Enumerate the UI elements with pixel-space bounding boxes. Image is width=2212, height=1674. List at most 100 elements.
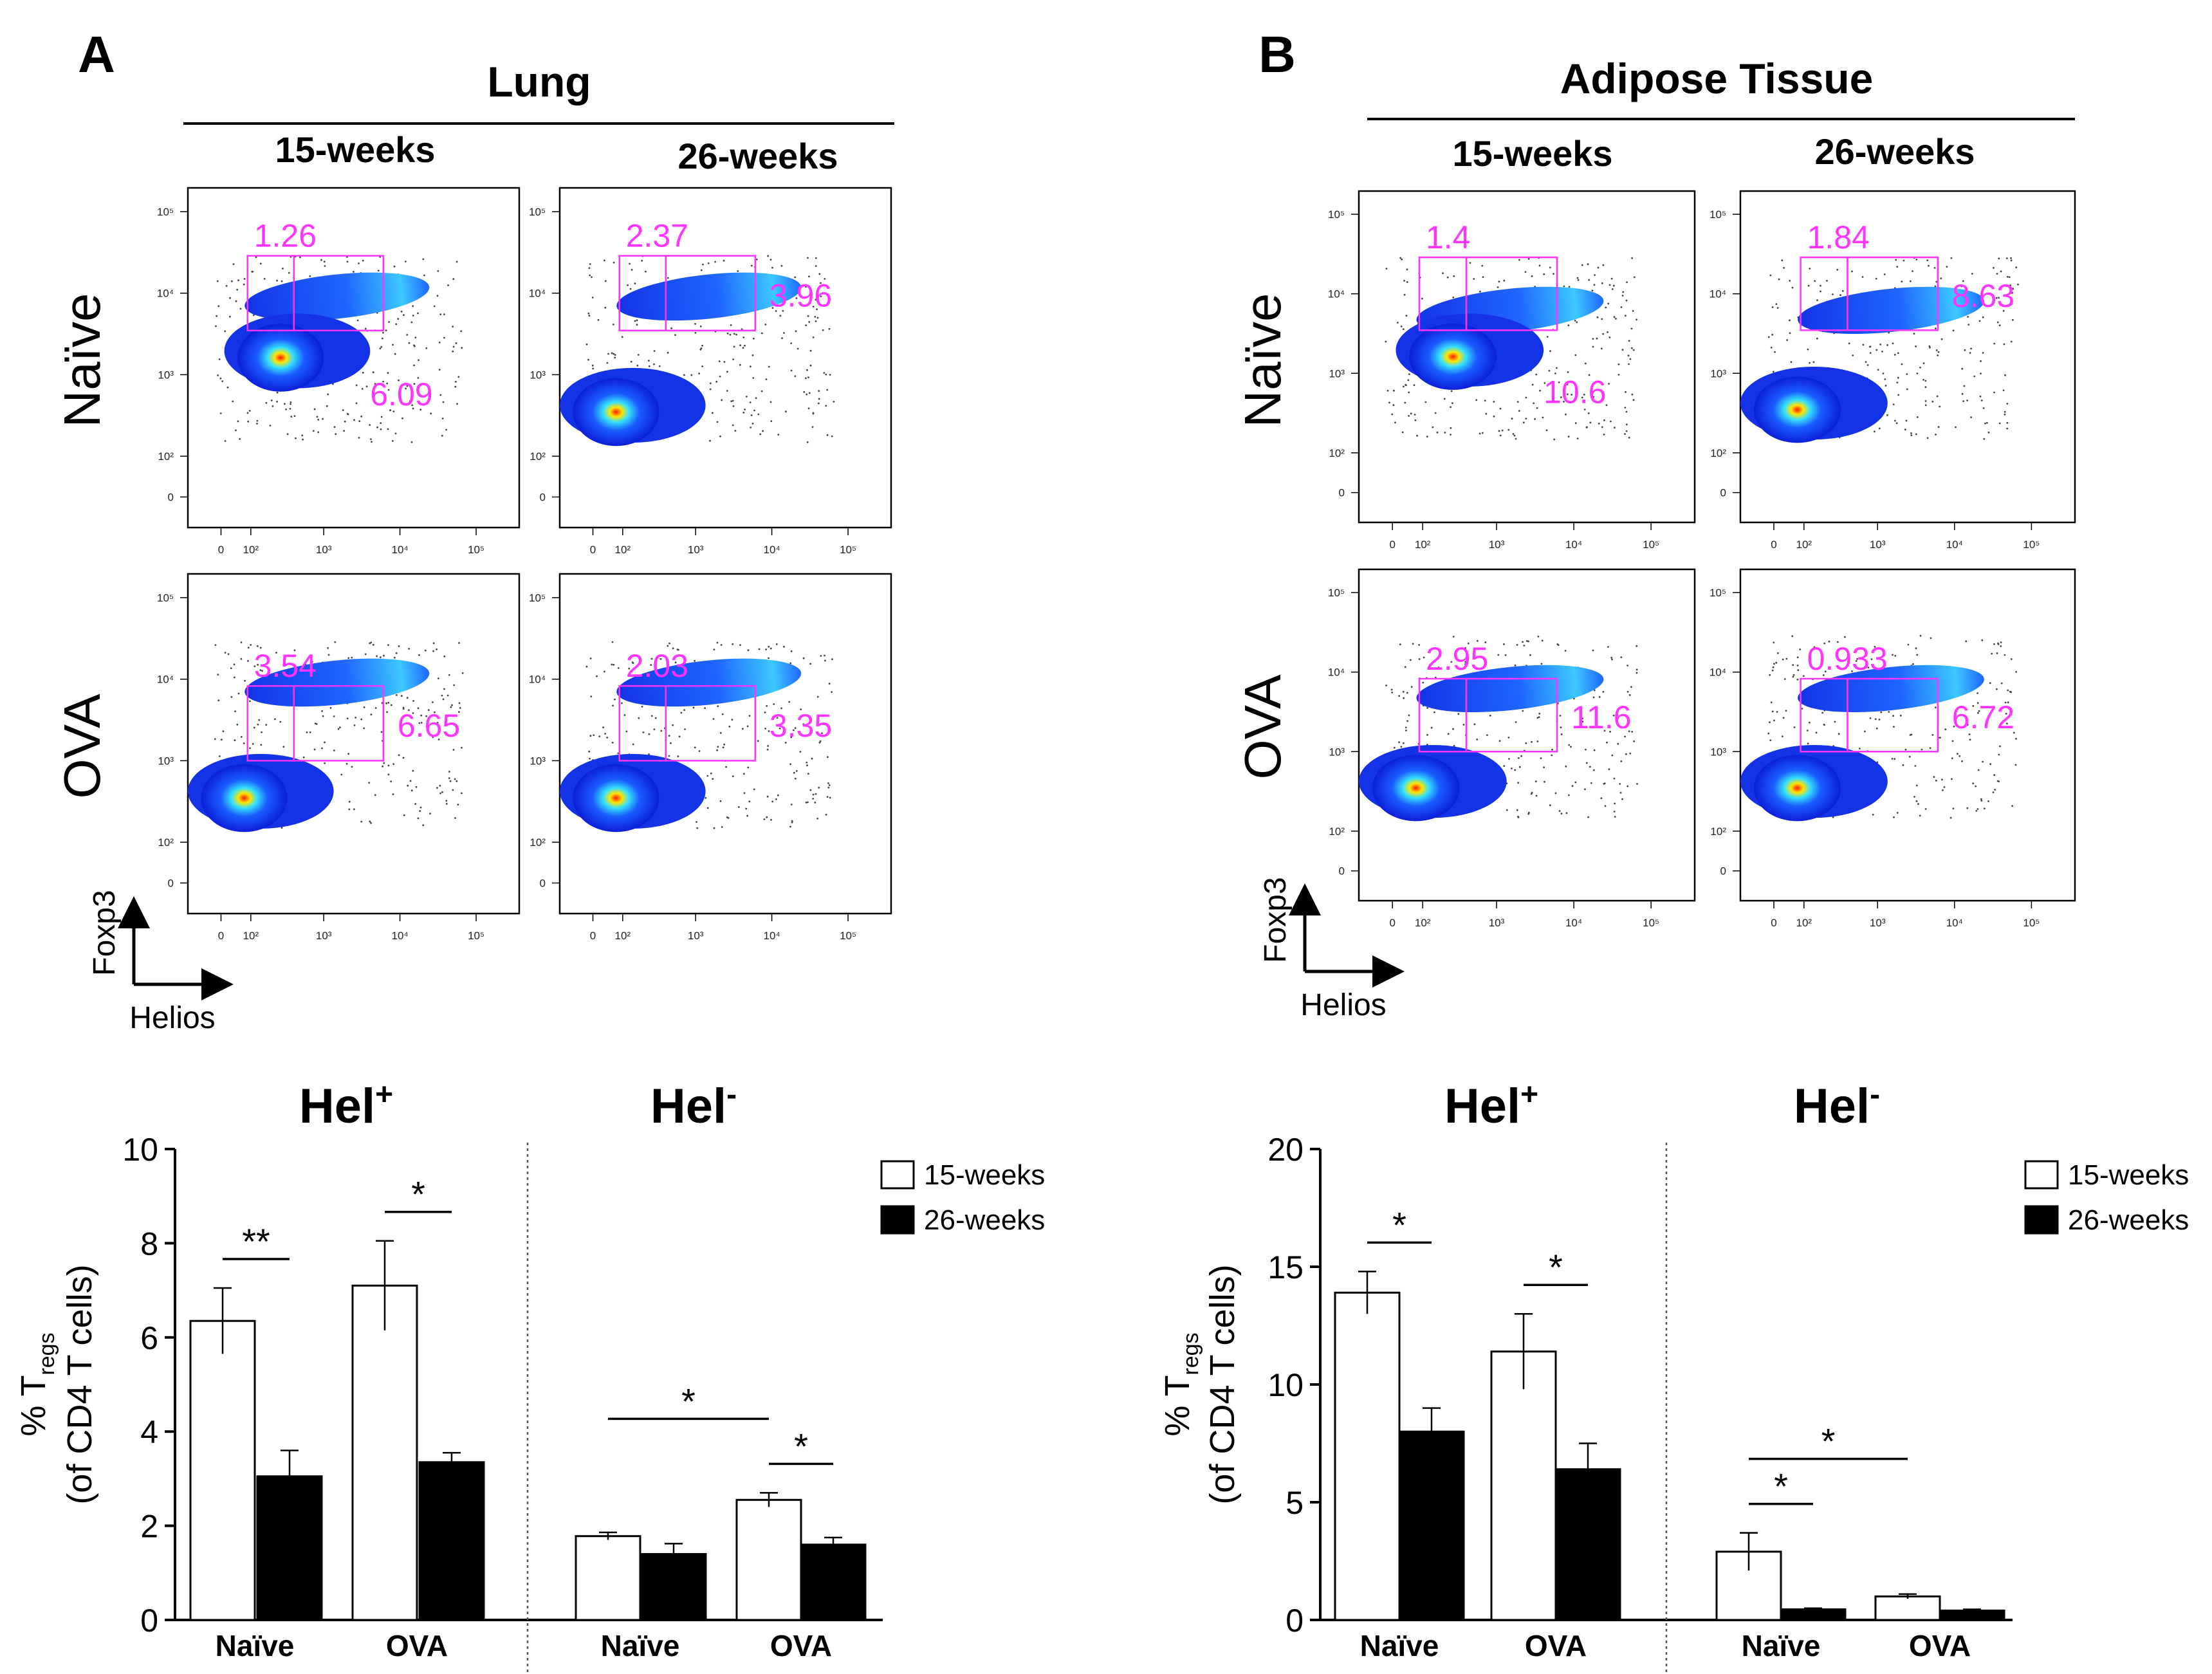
event-dot [1814, 280, 1816, 282]
significance-marker: * [681, 1381, 696, 1421]
event-dot [1626, 423, 1628, 426]
event-dot [447, 284, 449, 286]
event-dot [585, 343, 588, 345]
event-dot [738, 806, 740, 808]
event-dot [811, 757, 813, 760]
event-dot [770, 420, 773, 423]
event-dot [422, 824, 425, 827]
event-dot [276, 279, 278, 282]
event-dot [628, 667, 631, 670]
x-tick-label: 10² [615, 930, 631, 942]
event-dot [348, 808, 351, 811]
gate-helios-positive [1465, 677, 1558, 753]
event-dot [611, 641, 614, 643]
event-dot [2010, 303, 2013, 306]
event-dot [374, 707, 377, 709]
y-tick-label: 4 [140, 1414, 158, 1450]
event-dot [372, 371, 374, 374]
event-dot [452, 345, 455, 348]
y-tick-label: 0 [1720, 865, 1726, 878]
event-dot [1989, 682, 1991, 685]
event-dot [1770, 346, 1773, 349]
event-dot [780, 264, 783, 267]
event-dot [398, 379, 400, 382]
event-dot [1503, 643, 1505, 645]
event-dot [768, 730, 770, 732]
event-dot [790, 342, 793, 344]
event-dot [2004, 701, 2007, 704]
event-dot [1861, 276, 1864, 278]
event-dot [1980, 360, 1982, 362]
event-dot [818, 402, 820, 405]
event-dot [461, 347, 463, 349]
event-dot [441, 434, 443, 437]
gate-neg-percentage: 1.84 [1807, 219, 1870, 255]
event-dot [317, 431, 320, 434]
event-dot [293, 415, 296, 418]
event-dot [710, 772, 712, 775]
event-dot [1408, 415, 1410, 417]
event-dot [1894, 655, 1897, 657]
gate-neg-percentage: 2.03 [626, 648, 688, 684]
event-dot [259, 262, 262, 265]
x-tick-label: 10² [1796, 538, 1812, 551]
event-dot [216, 280, 219, 282]
event-dot [1522, 641, 1524, 643]
event-dot [436, 787, 438, 789]
event-dot [1931, 400, 1934, 403]
event-dot [770, 259, 772, 261]
event-dot [789, 662, 792, 665]
event-dot [750, 414, 753, 416]
y-tick-label: 10⁵ [529, 592, 546, 604]
event-dot [2010, 259, 2013, 262]
event-dot [1399, 643, 1401, 645]
event-dot [261, 731, 263, 733]
event-dot [1536, 407, 1538, 409]
plot-frame [558, 573, 892, 915]
event-dot [260, 744, 263, 746]
event-dot [768, 657, 770, 659]
y-tick-label: 0 [1339, 487, 1345, 499]
event-dot [798, 293, 800, 295]
event-dot [1915, 800, 1918, 802]
event-dot [1403, 293, 1406, 296]
event-dot [1631, 257, 1634, 259]
event-dot [768, 645, 770, 648]
y-axis-label: % Tregs [1158, 1332, 1203, 1436]
event-dot [1567, 371, 1569, 373]
event-dot [355, 384, 358, 387]
event-dot [1986, 421, 1988, 424]
event-dot [225, 285, 228, 287]
event-dot [1525, 418, 1527, 419]
event-dot [1940, 277, 1942, 280]
event-dot [1585, 748, 1587, 751]
event-dot [405, 387, 407, 390]
event-dot [1997, 642, 1999, 645]
event-dot [1426, 733, 1428, 736]
event-dot [286, 433, 289, 436]
event-dot [1770, 701, 1773, 704]
event-dot [1994, 789, 1996, 791]
event-dot [751, 264, 753, 267]
event-dot [355, 402, 358, 405]
event-dot [650, 658, 653, 660]
event-dot [422, 258, 425, 261]
event-dot [750, 427, 752, 428]
event-dot [1452, 296, 1455, 299]
event-dot [1623, 706, 1625, 708]
event-dot [604, 280, 607, 282]
event-dot [1408, 373, 1410, 375]
event-dot [1844, 636, 1846, 638]
event-dot [757, 413, 760, 416]
event-dot [604, 733, 606, 735]
event-dot [826, 389, 829, 391]
event-dot [604, 259, 605, 262]
column-label: 15-weeks [1452, 133, 1612, 174]
column-label: 26-weeks [1814, 131, 1975, 172]
event-dot [764, 324, 767, 326]
event-dot [1998, 753, 2000, 756]
x-tick-label: 10⁵ [468, 930, 484, 942]
event-dot [1418, 644, 1421, 646]
event-dot [1414, 414, 1416, 416]
event-dot [723, 361, 726, 363]
